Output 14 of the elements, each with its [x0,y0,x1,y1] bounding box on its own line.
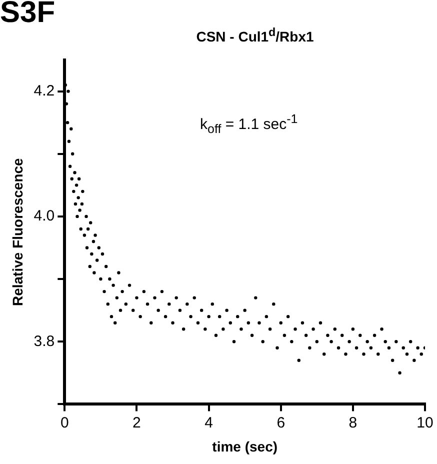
x-axis-title: time (sec) [212,438,278,454]
x-tick-label: 2 [132,414,141,432]
x-tick-label: 6 [276,414,286,432]
text: S3F [0,0,56,30]
annotation: k$_{off}$ = 1.1 sec$^{-1}$ [200,112,298,136]
chart-title: CSN - Cul1$^{d}$/Rbx1 [195,26,315,45]
y-axis-title: Relative Fluorescence [9,158,26,306]
y-tick-label: 4.2 [34,82,55,100]
x-tick-label: 8 [348,414,358,432]
x-tick-label: 10 [416,414,434,432]
y-tick-label: 4.0 [34,208,55,225]
x-tick-label: 4 [204,414,213,432]
y-tick-label: 3.8 [34,332,55,350]
x-tick-label: 0 [60,414,69,432]
